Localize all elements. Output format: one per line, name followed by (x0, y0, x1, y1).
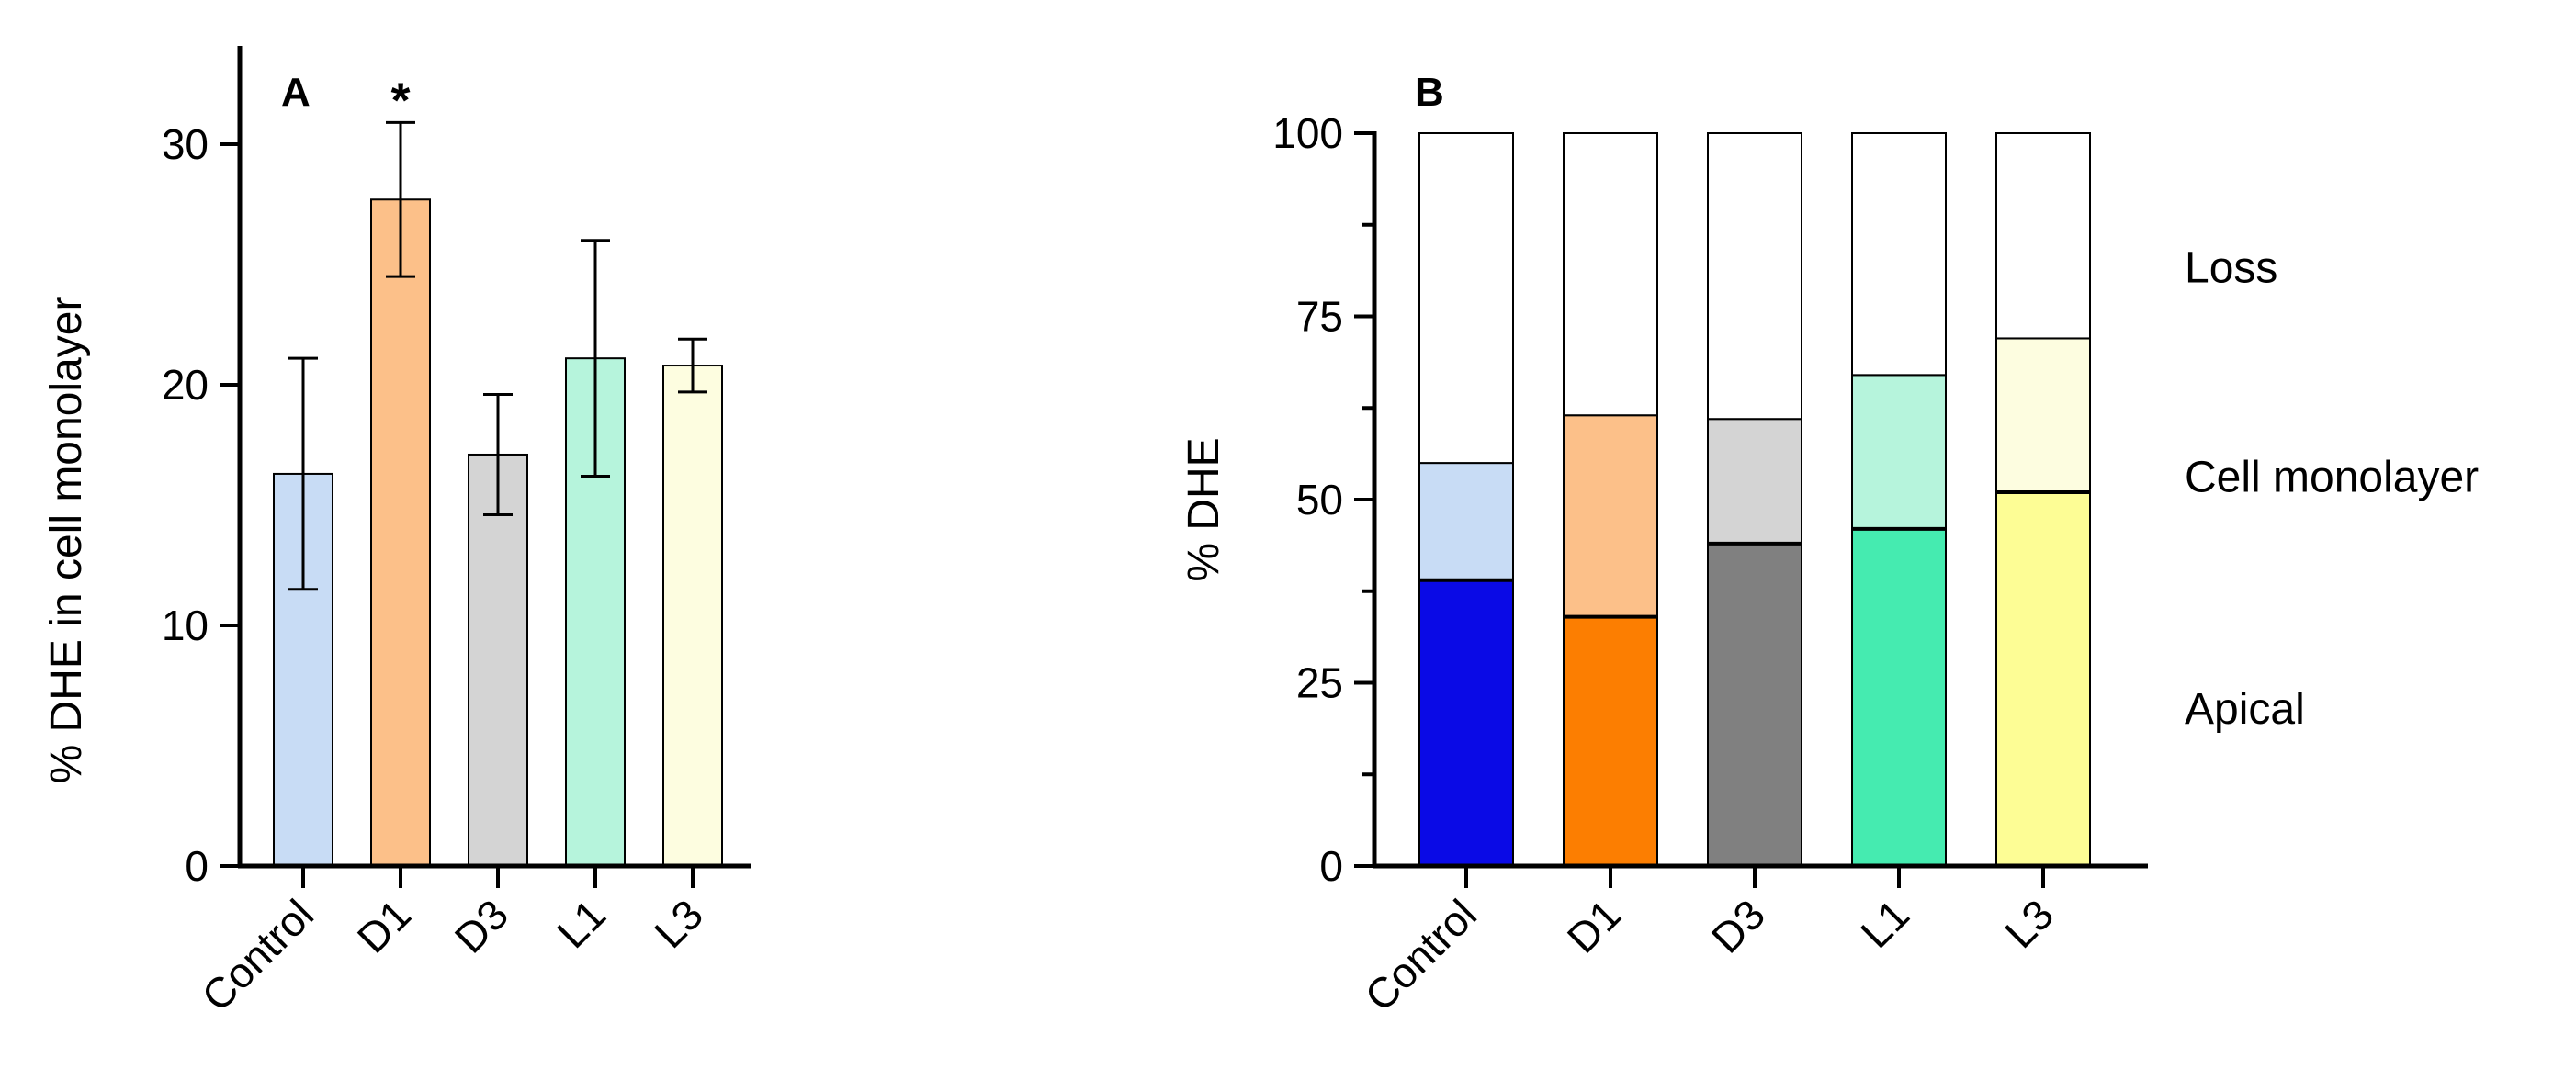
y-tick-label-0: 0 (1319, 842, 1343, 890)
y-tick-label-25: 25 (1296, 659, 1343, 707)
panel-a-bar-chart: A % DHE in cell monolayer * 0 10 20 30 Cont… (42, 46, 751, 1020)
bar-l3-apical (1995, 491, 2091, 868)
x-tick-label-l3: L3 (645, 890, 712, 957)
significance-marker-d1: * (390, 73, 410, 128)
bar-control-loss (1418, 132, 1514, 465)
panel-a-x-labels: Control D1 D3 L1 L3 (192, 890, 712, 1020)
panel-a-axes (237, 46, 751, 888)
y-tick-label-0: 0 (185, 842, 209, 890)
bar-control-cell-monolayer (1418, 462, 1514, 581)
bar-d1-apical (1563, 615, 1658, 867)
bar-l3-loss (1995, 132, 2091, 340)
panel-b-y-ticks: 0 25 50 75 100 (1272, 109, 1374, 890)
x-tick-label-control: Control (192, 890, 322, 1020)
bar-d1-loss (1563, 132, 1658, 417)
panel-a-error-bars (288, 120, 707, 591)
bar-l3-cell-monolayer (1995, 337, 2091, 494)
y-tick-label-20: 20 (162, 361, 209, 409)
bar-control-apical (1418, 579, 1514, 868)
panel-a-y-axis-title: % DHE in cell monolayer (42, 297, 91, 784)
bar-d3 (468, 453, 528, 867)
panel-b-x-labels: Control D1 D3 L1 L3 (1355, 890, 2062, 1020)
y-tick-label-30: 30 (162, 120, 209, 168)
panel-a-letter: A (281, 70, 311, 115)
x-tick-label-d3: D3 (1702, 890, 1774, 962)
bar-d1 (370, 198, 431, 867)
panel-b-y-axis-title: % DHE (1180, 437, 1228, 581)
x-tick-label-d3: D3 (446, 890, 517, 962)
legend-label-loss: Loss (2185, 243, 2277, 292)
bar-d1-cell-monolayer (1563, 414, 1658, 618)
x-tick-label-l3: L3 (1995, 890, 2062, 957)
bar-d3-apical (1707, 542, 1802, 867)
panel-b-letter: B (1415, 70, 1444, 115)
legend-label-apical: Apical (2185, 685, 2305, 734)
x-tick-label-d1: D1 (1558, 890, 1630, 962)
panel-a-annotations: * (390, 73, 410, 128)
y-tick-label-50: 50 (1296, 476, 1343, 523)
x-tick-label-d1: D1 (348, 890, 420, 962)
x-tick-label-control: Control (1355, 890, 1486, 1020)
y-tick-label-75: 75 (1296, 293, 1343, 341)
bar-l1-apical (1851, 527, 1947, 867)
bar-l1-cell-monolayer (1851, 374, 1947, 530)
y-tick-label-100: 100 (1272, 109, 1343, 157)
bar-l3 (662, 365, 723, 868)
y-tick-label-10: 10 (162, 602, 209, 649)
bar-d3-cell-monolayer (1707, 418, 1802, 545)
panel-b-bars (1418, 132, 2091, 868)
x-tick-label-l1: L1 (548, 890, 615, 957)
panel-b-legend: Loss Cell monolayer Apical (2185, 243, 2479, 734)
bar-l1-loss (1851, 132, 1947, 377)
panel-b-stacked-bar-chart: B % DHE 0 25 50 75 100 Control D1 D3 L1 L3 Loss C… (1180, 70, 2479, 1020)
panel-a-y-ticks: 0 10 20 30 (162, 120, 240, 890)
x-tick-label-l1: L1 (1851, 890, 1918, 957)
bar-d3-loss (1707, 132, 1802, 421)
legend-label-cell-monolayer: Cell monolayer (2185, 454, 2479, 502)
panel-a-bars (273, 198, 723, 868)
